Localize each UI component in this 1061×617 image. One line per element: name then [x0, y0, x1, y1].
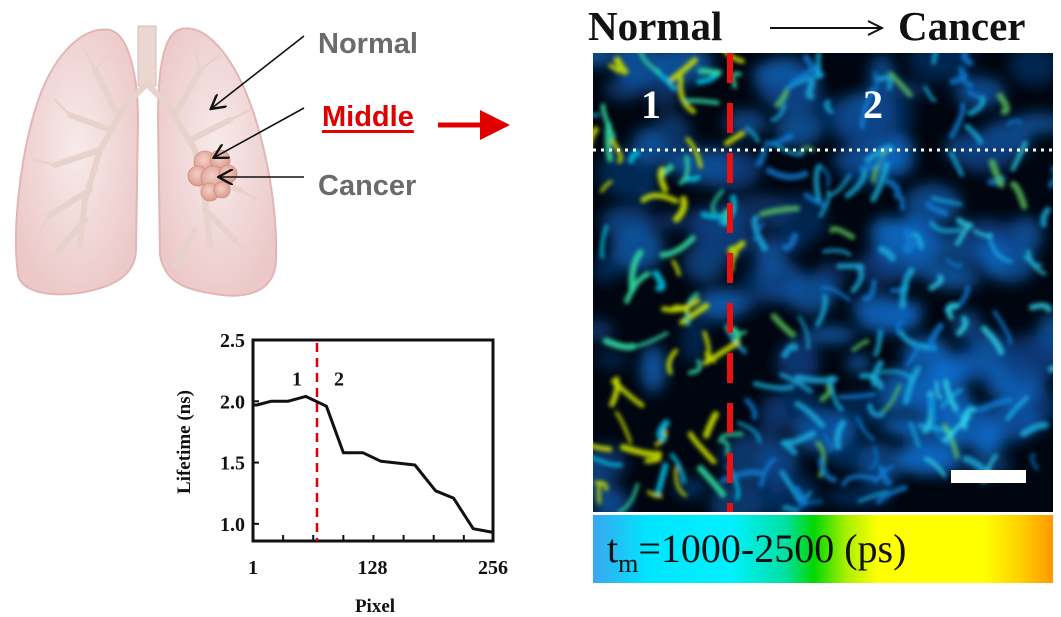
- colorbar-label: tm=1000-2500 (ps): [607, 526, 907, 578]
- trachea: [137, 25, 157, 87]
- title-normal: Normal: [588, 3, 723, 49]
- lifetime-plot: 1.0 1.5 2.0 2.5 1 128 256 1 2 Lifetime (ns) Pixe…: [174, 330, 508, 617]
- region-label-2: 2: [863, 82, 883, 127]
- label-normal: Normal: [318, 28, 418, 60]
- x-axis-title: Pixel: [355, 596, 395, 617]
- y-tick-label: 1.0: [220, 514, 245, 536]
- lung-illustration: [14, 25, 278, 297]
- image-title: Normal Cancer: [588, 2, 1058, 52]
- scale-bar: [951, 470, 1026, 483]
- lifetime-series-line: [253, 394, 494, 534]
- plot-frame: [251, 338, 495, 543]
- y-tick-label: 1.5: [220, 453, 245, 475]
- flim-texture: [593, 53, 1053, 512]
- plot-region-label-2: 2: [334, 368, 344, 390]
- y-tick-label: 2.5: [220, 330, 245, 352]
- x-tick-label: 1: [248, 557, 258, 579]
- flim-image: 1 2: [593, 53, 1053, 512]
- y-tick-label: 2.0: [220, 391, 245, 413]
- x-tick-label: 128: [358, 557, 388, 579]
- title-cancer: Cancer: [898, 3, 1026, 49]
- title-arrow-icon: [770, 20, 885, 36]
- region-label-1: 1: [641, 82, 661, 127]
- plot-region-label-1: 1: [292, 368, 302, 390]
- left-lung: [14, 28, 140, 296]
- label-middle: Middle: [322, 101, 414, 133]
- y-axis-title: Lifetime (ns): [174, 390, 195, 494]
- x-tick-label: 256: [478, 557, 508, 579]
- lifetime-colorbar: tm=1000-2500 (ps): [593, 515, 1053, 583]
- label-cancer: Cancer: [318, 170, 417, 202]
- bronchi: [47, 67, 243, 268]
